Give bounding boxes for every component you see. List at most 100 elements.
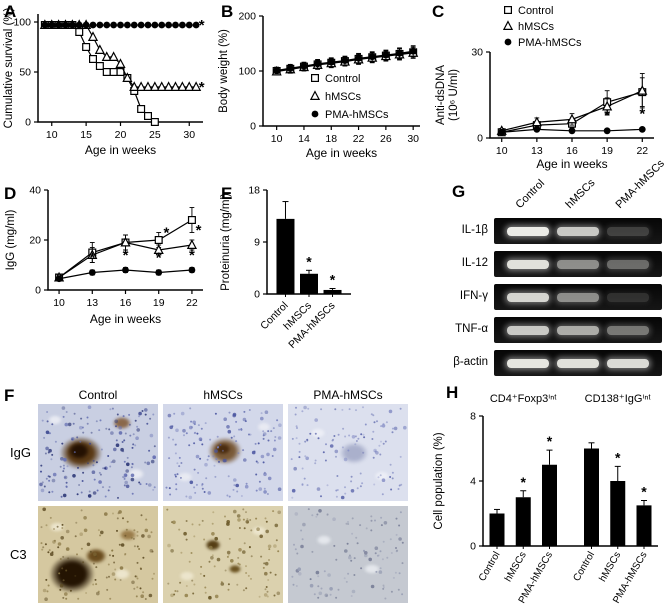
micrograph-c3-hmscs: [163, 506, 283, 603]
micrograph-igg-hmscs: [163, 404, 283, 501]
svg-text:Age in weeks: Age in weeks: [306, 146, 377, 160]
stain-blob: [63, 438, 94, 463]
panel-g-label: G: [452, 182, 466, 201]
stain-blob: [173, 469, 196, 484]
stain-blob: [253, 420, 274, 435]
svg-text:10: 10: [271, 133, 283, 145]
svg-text:Cell population (%): Cell population (%): [433, 432, 445, 529]
svg-text:19: 19: [601, 145, 613, 157]
gel-band: [607, 292, 650, 302]
stain-blob: [248, 524, 270, 539]
gel-lane-header: hMSCs: [563, 177, 598, 211]
svg-text:8: 8: [470, 411, 476, 423]
svg-text:Cumulative survival (%): Cumulative survival (%): [3, 7, 15, 128]
cell-speckles: [38, 506, 40, 508]
svg-text:22: 22: [186, 297, 198, 309]
svg-text:CD138⁺IgGⁱⁿᵗ: CD138⁺IgGⁱⁿᵗ: [585, 393, 652, 405]
cell-speckles: [163, 404, 165, 406]
stain-blob: [226, 563, 244, 576]
svg-text:22: 22: [353, 133, 365, 145]
gel-gene-label: β-actin: [453, 356, 488, 368]
svg-text:PMA-hMSCs: PMA-hMSCs: [518, 37, 582, 49]
micrograph-col-header: PMA-hMSCs: [313, 388, 383, 402]
svg-text:*: *: [547, 433, 553, 449]
panel-c-label: C: [432, 2, 445, 21]
stain-blob: [360, 562, 384, 577]
svg-text:*: *: [639, 106, 645, 123]
svg-text:0: 0: [25, 117, 31, 129]
gel-band: [557, 325, 599, 335]
svg-text:15: 15: [80, 129, 92, 141]
stain-blob: [212, 440, 234, 457]
panel-f: F Control hMSCs PMA-hMSCs IgG C3: [0, 378, 428, 615]
svg-text:*: *: [196, 222, 202, 239]
panel-d: D 0 20 40 IgG (mg/ml) 10 13 16 19 22 Age in weeks…: [0, 178, 215, 338]
svg-text:16: 16: [566, 145, 578, 157]
cell-speckles: [288, 404, 290, 406]
svg-text:*: *: [123, 247, 129, 264]
gel-gene-label: IL-12: [461, 257, 488, 269]
svg-text:0: 0: [250, 121, 256, 133]
micrograph-row-label: C3: [10, 546, 27, 562]
gel-band: [607, 259, 650, 269]
svg-text:16: 16: [120, 297, 132, 309]
svg-text:Body weight (%): Body weight (%): [218, 29, 230, 113]
stain-blob: [176, 568, 198, 583]
svg-text:22: 22: [636, 145, 648, 157]
gel-gene-label: IFN-γ: [459, 290, 488, 302]
micrograph-c3-pma: [288, 506, 408, 603]
svg-text:40: 40: [29, 185, 41, 197]
svg-text:9: 9: [254, 237, 260, 249]
panel-a: A 0 50 100 Cumulative survival (%) 10 15 20 25 3…: [0, 0, 215, 172]
svg-text:200: 200: [238, 11, 256, 23]
gel-band: [607, 358, 650, 368]
stain-blob: [44, 412, 65, 427]
body-weight-chart: 0 100 200 Body weight (%) 10 14 18 22 26 30 Age in…: [218, 11, 420, 160]
stain-blob: [334, 437, 374, 468]
svg-text:100: 100: [238, 66, 256, 78]
svg-text:*: *: [89, 250, 95, 267]
svg-text:13: 13: [86, 297, 98, 309]
panel-b: B 0 100 200 Body weight (%) 10 14 18 22 26 30 Age …: [215, 0, 428, 172]
svg-text:*: *: [521, 474, 527, 490]
svg-text:IgG (mg/ml): IgG (mg/ml): [5, 209, 17, 270]
svg-text:*: *: [189, 247, 195, 264]
svg-text:30: 30: [407, 133, 419, 145]
svg-text:19: 19: [153, 297, 165, 309]
svg-text:18: 18: [325, 133, 337, 145]
panel-d-label: D: [4, 184, 17, 203]
gel-image-row-4: [494, 350, 662, 376]
stain-blob: [46, 520, 69, 535]
gel-image-row-0: [494, 218, 662, 244]
panel-g: G Control hMSCs PMA-hMSCs IL-1β IL-12 IFN-γ TN…: [428, 158, 668, 378]
panel-B-plot: 0 100 200 Body weight (%) 10 14 18 22 26 30 Age in…: [218, 11, 420, 160]
gel-band: [607, 226, 650, 236]
stain-blob: [307, 426, 329, 441]
svg-text:*: *: [641, 484, 647, 500]
stain-blob: [110, 565, 134, 582]
svg-text:CD4⁺Foxp3ⁱⁿᵗ: CD4⁺Foxp3ⁱⁿᵗ: [490, 393, 557, 405]
svg-text:hMSCs: hMSCs: [325, 91, 362, 103]
panel-h: H 0 4 8 Cell population (%) Control * hMSCs * PM…: [428, 378, 668, 615]
panel-b-label: B: [221, 2, 234, 21]
gel-band: [506, 292, 549, 302]
svg-text:hMSCs: hMSCs: [518, 21, 555, 33]
gel-band: [607, 325, 650, 335]
svg-text:hMSCs: hMSCs: [597, 550, 623, 584]
micrograph-col-header: Control: [78, 388, 118, 402]
stain-blob: [116, 527, 140, 544]
micrograph-igg-pma: [288, 404, 408, 501]
gel-image-row-1: [494, 251, 662, 277]
micrograph-row-label: IgG: [10, 444, 31, 460]
svg-text:30: 30: [183, 129, 195, 141]
svg-text:0: 0: [470, 541, 476, 553]
svg-text:*: *: [615, 449, 621, 465]
svg-text:Age in weeks: Age in weeks: [536, 157, 607, 171]
svg-text:10: 10: [496, 145, 508, 157]
svg-text:Control: Control: [518, 5, 553, 17]
svg-text:10: 10: [46, 129, 58, 141]
